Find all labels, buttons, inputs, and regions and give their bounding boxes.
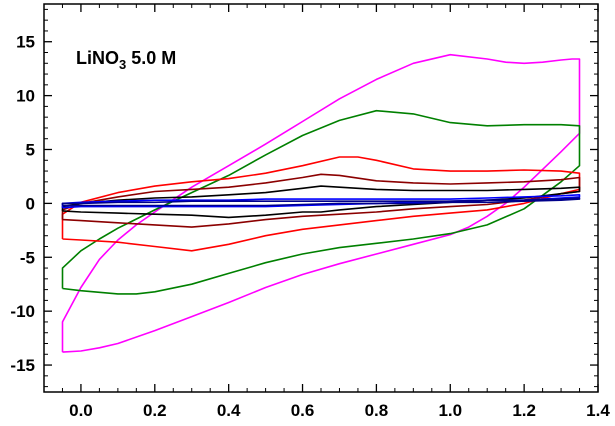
concentration-annotation: LiNO3 5.0 M bbox=[76, 48, 176, 72]
y-tick-label: -5 bbox=[20, 248, 35, 267]
tick-labels-layer: 0.0 0.2 0.4 0.6 0.8 1.0 1.2 1.4 -15 -10 -5 0 5 10 15 bbox=[10, 33, 610, 420]
x-tick-label: 0.6 bbox=[291, 401, 315, 420]
x-tick-label: 1.2 bbox=[512, 401, 536, 420]
x-tick-label: 1.4 bbox=[586, 401, 610, 420]
series-line-4 bbox=[61, 173, 581, 228]
series-layer bbox=[61, 53, 581, 353]
series-line-2 bbox=[61, 109, 581, 295]
x-tick-label: 0.2 bbox=[143, 401, 167, 420]
y-tick-label: 10 bbox=[16, 87, 35, 106]
y-tick-label: -15 bbox=[10, 356, 35, 375]
y-tick-label: -10 bbox=[10, 302, 35, 321]
x-tick-label: 0.0 bbox=[69, 401, 93, 420]
y-tick-label: 15 bbox=[16, 33, 35, 52]
series-line-6 bbox=[61, 194, 581, 209]
series-line-5 bbox=[61, 185, 581, 219]
x-tick-label: 0.4 bbox=[217, 401, 241, 420]
axes-layer bbox=[43, 3, 599, 393]
series-line-7 bbox=[61, 197, 581, 207]
series-line-3 bbox=[61, 156, 581, 252]
y-tick-label: 0 bbox=[26, 194, 35, 213]
series-line-1 bbox=[61, 53, 581, 353]
y-tick-label: 5 bbox=[26, 141, 35, 160]
x-tick-label: 1.0 bbox=[438, 401, 462, 420]
x-tick-label: 0.8 bbox=[365, 401, 389, 420]
